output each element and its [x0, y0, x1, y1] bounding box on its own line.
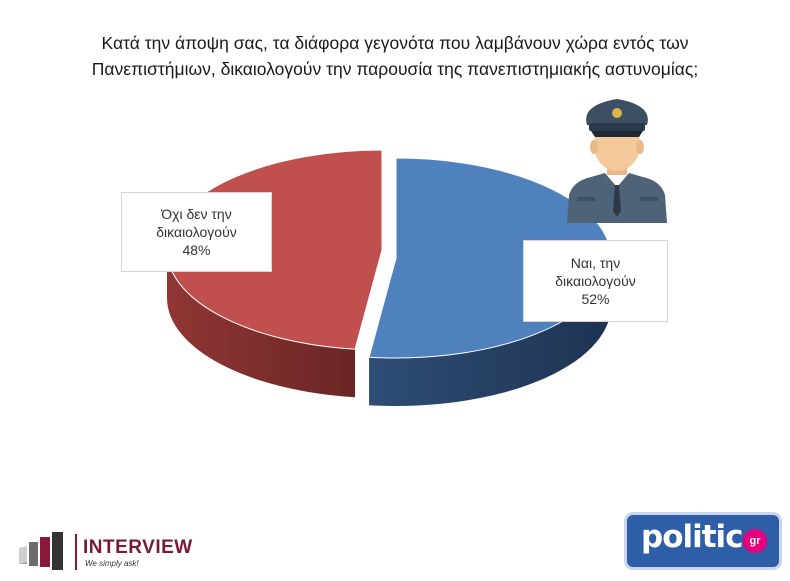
interview-separator: [75, 534, 77, 570]
data-label-no-pct: 48%: [182, 242, 211, 258]
data-label-yes: Ναι, την δικαιολογούν 52%: [523, 240, 668, 322]
data-label-no-line1: Όχι δεν την: [161, 206, 232, 222]
police-officer-icon: [567, 99, 667, 223]
data-label-no: Όχι δεν την δικαιολογούν 48%: [121, 192, 272, 272]
pie-slice-side-1: [167, 250, 356, 398]
politic-word: politic: [641, 519, 744, 555]
politic-badge: gr: [743, 529, 767, 553]
interview-name: INTERVIEW: [83, 537, 193, 558]
interview-tagline: We simply ask!: [85, 559, 139, 568]
interview-bars-icon: [19, 532, 63, 570]
data-label-yes-pct: 52%: [581, 291, 610, 307]
chart-title: Κατά την άποψη σας, τα διάφορα γεγονότα …: [40, 30, 750, 82]
data-label-no-line2: δικαιολογούν: [156, 224, 237, 240]
data-label-yes-line1: Ναι, την: [570, 255, 621, 271]
pie-slice-side-0: [369, 258, 611, 406]
interview-logo: INTERVIEW We simply ask!: [17, 532, 197, 572]
chart-title-line-1: Κατά την άποψη σας, τα διάφορα γεγονότα …: [101, 33, 689, 53]
politic-logo: politic gr: [624, 512, 782, 570]
chart-title-line-2: Πανεπιστήμιων, δικαιολογούν την παρουσία…: [91, 59, 699, 79]
data-label-yes-line2: δικαιολογούν: [555, 273, 636, 289]
